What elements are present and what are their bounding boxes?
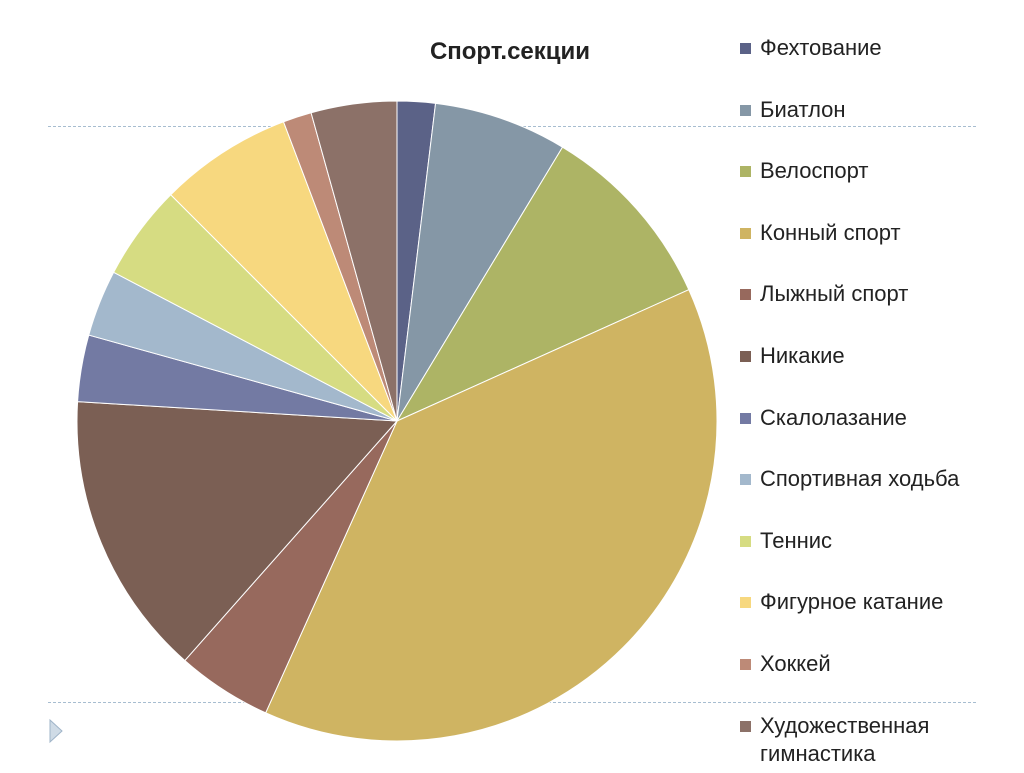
legend-swatch xyxy=(740,535,751,547)
legend-item: Спортивная ходьба xyxy=(740,465,1010,527)
legend-swatch xyxy=(740,104,751,116)
legend-swatch xyxy=(740,412,751,424)
legend-item: Велоспорт xyxy=(740,157,1010,219)
legend-swatch xyxy=(740,166,751,178)
chart-legend: Фехтование Биатлон Велоспорт Конный спорт Лы… xyxy=(740,34,1010,773)
legend-label: Биатлон xyxy=(760,96,846,122)
legend-swatch xyxy=(740,43,751,54)
legend-swatch xyxy=(740,474,751,486)
legend-item: Лыжный спорт xyxy=(740,280,1010,342)
legend-item: Никакие xyxy=(740,342,1010,404)
legend-label: Велоспорт xyxy=(760,158,869,184)
pie-slice-10 xyxy=(170,121,398,422)
legend-label: Фехтование xyxy=(760,35,882,60)
pie-slice-6 xyxy=(76,401,399,662)
legend-label: Конный спорт xyxy=(760,219,901,245)
legend-label: Скалолазание xyxy=(760,404,907,430)
legend-item: Скалолазание xyxy=(740,404,1010,466)
triangle-right-icon[interactable] xyxy=(48,718,64,744)
pie-slice-4 xyxy=(265,289,718,742)
legend-item: Фигурное катание xyxy=(740,588,1010,650)
legend-swatch xyxy=(740,597,751,609)
legend-item: Фехтование xyxy=(740,34,1010,96)
pie-slice-3 xyxy=(395,146,690,423)
pie-slice-2 xyxy=(396,102,564,422)
legend-label: Спортивная ходьба xyxy=(760,466,960,492)
legend-label: Теннис xyxy=(760,527,833,553)
legend-label: Хоккей xyxy=(760,650,831,676)
legend-swatch xyxy=(740,720,751,732)
legend-swatch xyxy=(740,289,751,301)
chart-title: Спорт.секции xyxy=(429,38,591,65)
pie-slice-12 xyxy=(310,100,398,422)
legend-swatch xyxy=(740,227,751,239)
legend-item: Хоккей xyxy=(740,650,1010,712)
legend-item: Биатлон xyxy=(740,96,1010,158)
legend-swatch xyxy=(740,658,751,670)
legend-swatch xyxy=(740,350,751,362)
legend-label: Фигурное катание xyxy=(760,589,944,615)
legend-label: Художественная гимнастика xyxy=(760,712,930,766)
legend-label: Никакие xyxy=(760,342,845,368)
legend-item: Теннис xyxy=(740,527,1010,589)
legend-item: Художественная гимнастика xyxy=(740,712,1010,773)
legend-item: Конный спорт xyxy=(740,219,1010,281)
legend-label: Лыжный спорт xyxy=(760,281,909,307)
